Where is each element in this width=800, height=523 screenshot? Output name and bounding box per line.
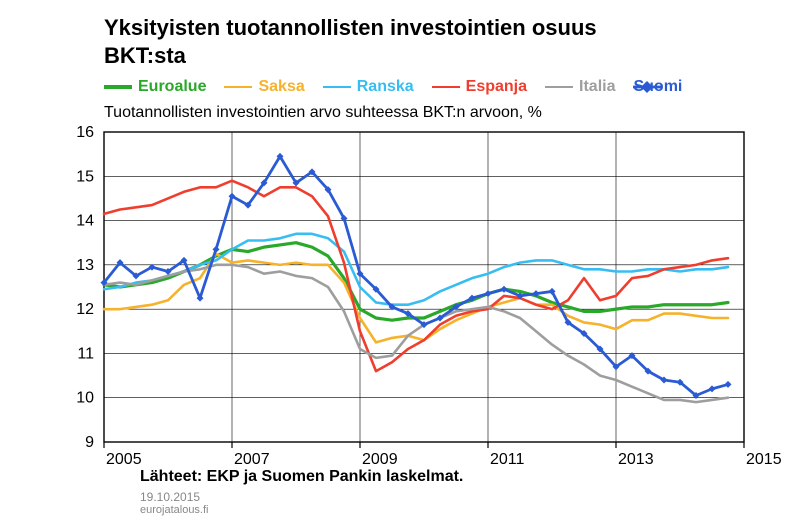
- svg-text:14: 14: [76, 213, 94, 230]
- chart-container: { "title": "Yksityisten tuotannollisten …: [0, 0, 800, 523]
- svg-text:2009: 2009: [362, 451, 398, 468]
- svg-text:13: 13: [76, 257, 94, 274]
- chart-plot: 9 10 11 12 13 14 15 16 2005 2007 2009 2011 2013 2015: [0, 0, 800, 523]
- svg-text:2005: 2005: [106, 451, 142, 468]
- date-label: 19.10.2015: [140, 490, 200, 504]
- svg-text:11: 11: [77, 345, 94, 362]
- svg-text:9: 9: [85, 434, 94, 451]
- site-label: eurojatalous.fi: [140, 504, 209, 516]
- svg-text:2015: 2015: [746, 451, 782, 468]
- source-label: Lähteet: EKP ja Suomen Pankin laskelmat.: [140, 468, 463, 486]
- svg-text:16: 16: [76, 124, 94, 141]
- svg-text:2007: 2007: [234, 451, 270, 468]
- svg-text:15: 15: [76, 168, 94, 185]
- svg-text:12: 12: [76, 301, 94, 318]
- svg-text:10: 10: [76, 390, 94, 407]
- svg-text:2011: 2011: [490, 451, 525, 468]
- svg-text:2013: 2013: [618, 451, 654, 468]
